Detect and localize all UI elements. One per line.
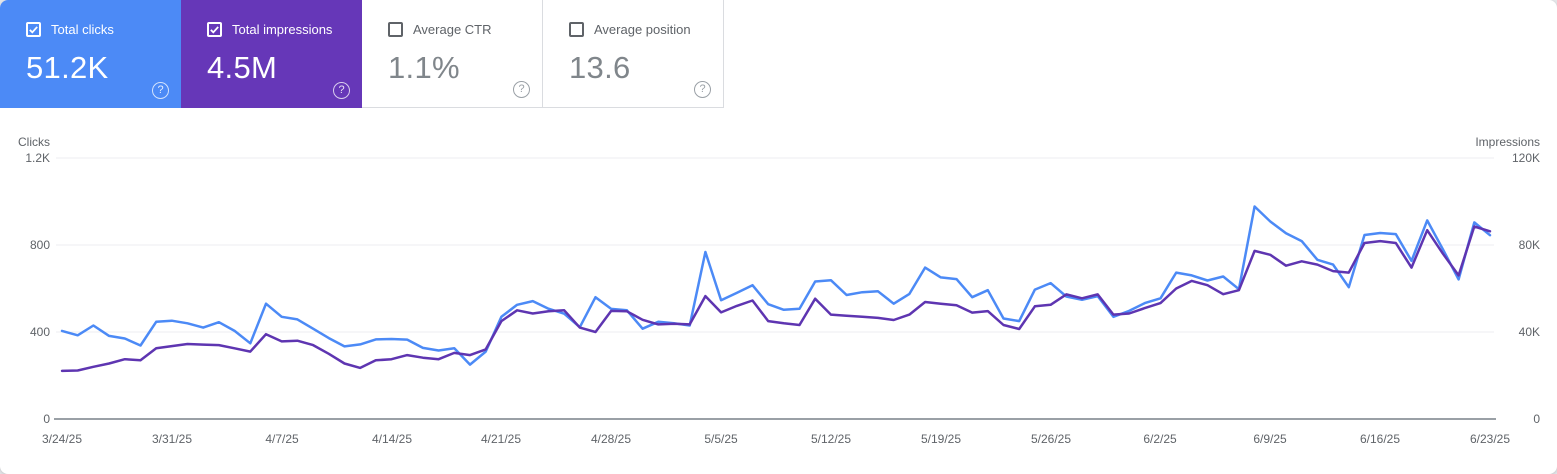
impressions-line: [60, 225, 1492, 373]
x-axis-tick: 6/16/25: [1359, 432, 1401, 446]
x-axis-tick: 4/28/25: [590, 432, 632, 446]
help-icon[interactable]: ?: [152, 82, 169, 99]
metric-card-total-clicks[interactable]: Total clicks 51.2K ?: [0, 0, 181, 108]
check-icon: [210, 26, 219, 34]
metric-card-average-position[interactable]: Average position 13.6 ?: [543, 0, 724, 108]
right-axis-tick: 40K: [1518, 325, 1540, 339]
metric-card-label: Total impressions: [232, 22, 333, 37]
x-axis-tick: 3/24/25: [41, 432, 83, 446]
metric-card-value: 51.2K: [26, 50, 109, 85]
metric-card-value: 4.5M: [207, 50, 278, 85]
clicks-line: [60, 205, 1492, 366]
metric-cards-row: Total clicks 51.2K ? Total impressions 4…: [0, 0, 724, 108]
left-axis-tick: 400: [29, 325, 50, 339]
right-axis-tick: 80K: [1518, 238, 1540, 252]
x-axis-tick: 3/31/25: [151, 432, 193, 446]
metric-card-total-impressions[interactable]: Total impressions 4.5M ?: [181, 0, 362, 108]
x-axis-tick: 4/21/25: [480, 432, 522, 446]
checkbox-checked-icon[interactable]: [207, 22, 222, 37]
checkbox-unchecked-icon[interactable]: [388, 22, 403, 37]
left-axis-tick: 1.2K: [25, 151, 50, 165]
x-axis-tick: 5/26/25: [1030, 432, 1072, 446]
checkbox-unchecked-icon[interactable]: [569, 22, 584, 37]
help-icon[interactable]: ?: [513, 81, 530, 98]
right-axis-title: Impressions: [1475, 135, 1540, 149]
metric-card-value: 13.6: [569, 50, 631, 85]
x-axis-tick: 4/7/25: [265, 432, 299, 446]
left-axis-tick: 0: [43, 412, 50, 426]
metric-card-average-ctr[interactable]: Average CTR 1.1% ?: [362, 0, 543, 108]
help-icon[interactable]: ?: [333, 82, 350, 99]
x-axis-tick: 5/5/25: [704, 432, 738, 446]
check-icon: [29, 26, 38, 34]
left-axis-title: Clicks: [18, 135, 50, 149]
metric-card-header: Total clicks: [26, 22, 181, 37]
x-axis-tick: 4/14/25: [371, 432, 413, 446]
help-icon[interactable]: ?: [694, 81, 711, 98]
metric-card-value: 1.1%: [388, 50, 460, 85]
x-axis-tick: 6/23/25: [1469, 432, 1511, 446]
x-axis-tick: 6/9/25: [1253, 432, 1287, 446]
checkbox-checked-icon[interactable]: [26, 22, 41, 37]
x-axis-tick: 5/19/25: [920, 432, 962, 446]
metric-card-label: Average CTR: [413, 22, 492, 37]
metric-card-header: Total impressions: [207, 22, 362, 37]
left-axis-tick: 800: [29, 238, 50, 252]
metric-card-label: Average position: [594, 22, 691, 37]
right-axis-tick: 0: [1533, 412, 1540, 426]
right-axis-tick: 120K: [1511, 151, 1540, 165]
metric-card-header: Average CTR: [388, 22, 542, 37]
metric-card-label: Total clicks: [51, 22, 114, 37]
x-axis-tick: 6/2/25: [1143, 432, 1177, 446]
metric-card-header: Average position: [569, 22, 723, 37]
x-axis-tick: 5/12/25: [810, 432, 852, 446]
